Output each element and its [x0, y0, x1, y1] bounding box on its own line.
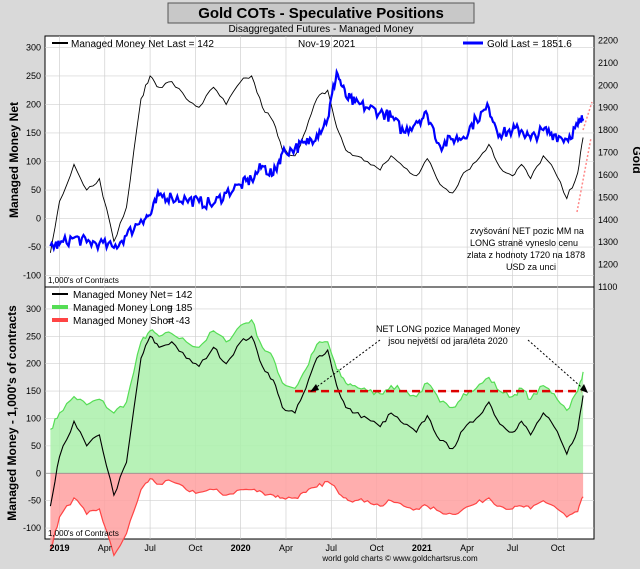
- x-tick-label: 2020: [231, 543, 251, 553]
- top-annotation-line-1: zvyšování NET pozic MM na: [470, 226, 584, 236]
- axes: 2019 Apr Jul Oct 2020 Apr Jul Oct 2021 Apr Jul Oct -…: [23, 35, 618, 553]
- top-y-tick-label: 50: [31, 185, 41, 195]
- top-lines: [49, 67, 585, 253]
- right-y-tick-label: 1700: [598, 148, 618, 158]
- short-area-line: [49, 478, 584, 557]
- x-tick-label: Apr: [279, 543, 293, 553]
- x-tick-label: 2019: [49, 543, 69, 553]
- bottom-y-axis-title: Managed Money - 1,000's of contracts: [5, 305, 19, 521]
- bottom-y-tick-label: -100: [23, 523, 41, 533]
- x-tick-label: Oct: [370, 543, 385, 553]
- legend-short-value: = -43: [167, 316, 191, 327]
- top-annotation-line-3: zlata z hodnoty 1720 na 1878: [467, 250, 585, 260]
- chart-title: Gold COTs - Speculative Positions: [198, 5, 444, 22]
- x-tick-label: Jul: [507, 543, 519, 553]
- right-y-axis-title: Gold: [630, 146, 640, 173]
- title-box: [167, 2, 475, 24]
- right-y-tick-label: 1100: [598, 282, 617, 292]
- right-y-tick-label: 2200: [598, 35, 618, 45]
- footer-credit: world gold charts © www.goldchartsrus.co…: [321, 554, 478, 563]
- top-y-tick-label: -50: [28, 242, 41, 252]
- top-annotation-line-4: USD za unci: [506, 262, 556, 272]
- x-tick-label: Jul: [144, 543, 156, 553]
- long-area-line: [50, 318, 584, 430]
- top-y-axis-title: Managed Money Net: [7, 102, 21, 218]
- right-y-tick-label: 1800: [598, 125, 618, 135]
- bottom-annotation-line-2: jsou největší od jara/léta 2020: [387, 336, 508, 346]
- top-annotation-line-2: LONG straně vyneslo cenu: [470, 238, 578, 248]
- right-y-tick-label: 1500: [598, 192, 618, 202]
- right-y-tick-label: 1900: [598, 103, 618, 113]
- top-y-tick-label: 200: [26, 99, 41, 109]
- top-y-tick-label: 0: [36, 214, 41, 224]
- x-tick-label: Oct: [551, 543, 566, 553]
- legend-net-last: Last = 142: [167, 39, 214, 50]
- arrow-net: [582, 101, 593, 131]
- x-tick-label: Jul: [326, 543, 338, 553]
- top-y-tick-label: 100: [26, 157, 41, 167]
- top-y-tick-label: -100: [23, 271, 41, 281]
- bottom-y-tick-label: 250: [26, 331, 41, 341]
- bottom-y-tick-label: 300: [26, 304, 41, 314]
- legend-long-label: Managed Money Long: [73, 303, 173, 314]
- bottom-units-note: 1,000's of Contracts: [48, 529, 119, 538]
- right-y-tick-label: 2100: [598, 58, 618, 68]
- legend-long-value: = 185: [167, 303, 193, 314]
- legend-short-label: Managed Money Short: [73, 316, 174, 327]
- top-y-tick-label: 300: [26, 42, 41, 52]
- bottom-y-tick-label: 100: [26, 413, 41, 423]
- chart-subtitle: Disaggregated Futures - Managed Money: [228, 24, 413, 35]
- legend-net-label: Managed Money Net: [71, 39, 164, 50]
- bottom-y-tick-label: 150: [26, 386, 41, 396]
- legend-bottom-net-value: = 142: [167, 290, 193, 301]
- top-y-tick-label: 150: [26, 128, 41, 138]
- top-net-line: [49, 75, 584, 253]
- right-y-tick-label: 2000: [598, 80, 618, 90]
- annotation-arrowhead-right: [580, 384, 588, 393]
- top-gridlines: [45, 36, 594, 287]
- bottom-net-line: [49, 335, 584, 507]
- right-y-tick-label: 1400: [598, 215, 618, 225]
- bottom-y-tick-label: 50: [31, 441, 41, 451]
- top-y-tick-label: 250: [26, 71, 41, 81]
- annotation-arrowhead-left: [310, 384, 319, 392]
- annotation-pointer-left: [309, 339, 381, 393]
- bottom-lines: [49, 335, 584, 507]
- bottom-y-tick-label: 0: [36, 468, 41, 478]
- right-y-tick-label: 1300: [598, 237, 618, 247]
- chart-date: Nov-19 2021: [298, 39, 356, 50]
- right-y-tick-label: 1600: [598, 170, 618, 180]
- bottom-y-tick-label: -50: [28, 496, 41, 506]
- annotation-pointer-right: [527, 339, 589, 394]
- x-tick-label: Oct: [188, 543, 203, 553]
- x-tick-label: Apr: [460, 543, 474, 553]
- short-area-fill: [50, 473, 584, 556]
- x-tick-label: Apr: [98, 543, 112, 553]
- bottom-areas: [45, 318, 594, 557]
- bottom-annotation-line-1: NET LONG pozice Managed Money: [376, 324, 520, 334]
- top-units-note: 1,000's of Contracts: [48, 276, 119, 285]
- bottom-y-tick-label: 200: [26, 359, 41, 369]
- long-area-fill: [50, 319, 584, 474]
- legend-gold-label: Gold Last = 1851.6: [487, 39, 572, 50]
- gold-price-line: [49, 67, 585, 253]
- legend-bottom-net-label: Managed Money Net: [73, 290, 166, 301]
- right-y-tick-label: 1200: [598, 260, 618, 270]
- arrow-gold: [576, 137, 592, 213]
- x-tick-label: 2021: [412, 543, 432, 553]
